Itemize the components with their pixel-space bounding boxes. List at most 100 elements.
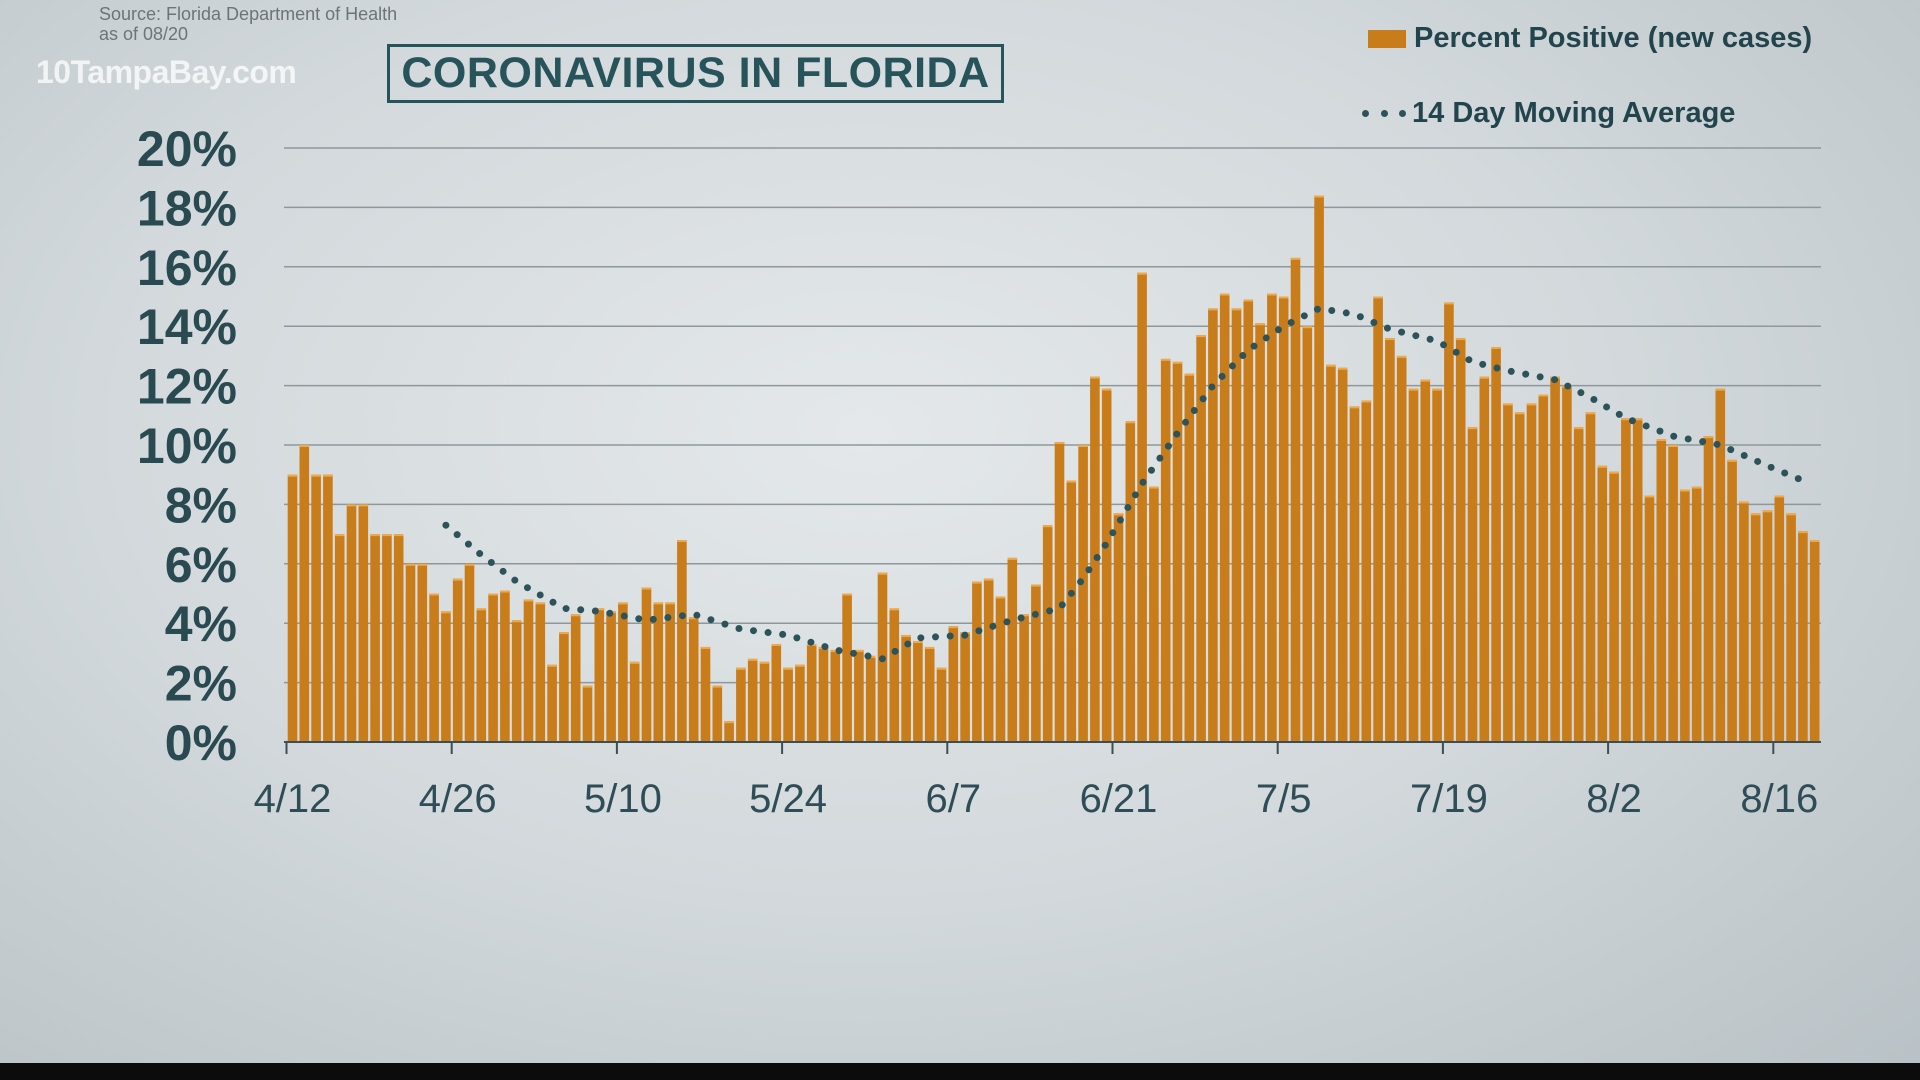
bar (1290, 257, 1301, 742)
bar-top-highlight (311, 474, 321, 477)
bar-top-highlight (1314, 195, 1324, 198)
bar-top-highlight (1113, 513, 1124, 516)
bar-top-highlight (700, 646, 711, 649)
chart-title: CORONAVIRUS IN FLORIDA (387, 44, 1004, 103)
bar (924, 646, 935, 742)
y-tick-label: 8% (165, 477, 237, 533)
legend-label: 14 Day Moving Average (1412, 97, 1736, 129)
bar (323, 474, 333, 742)
bar-top-highlight (523, 599, 534, 602)
bar-top-highlight (1798, 531, 1808, 534)
bar (771, 643, 782, 742)
source-text: Source: Florida Department of Health (99, 4, 398, 24)
y-tick-label: 0% (165, 715, 237, 771)
x-tick-label: 6/7 (925, 777, 981, 821)
bar-top-highlight (299, 445, 310, 447)
bar-top-highlight (842, 593, 852, 596)
bar-top-highlight (1656, 439, 1667, 442)
bar-top-highlight (1479, 376, 1490, 379)
bar (476, 608, 487, 742)
watermark-logo: 10TampaBay.com (36, 54, 297, 90)
bar-top-highlight (323, 474, 333, 477)
bar (1396, 355, 1407, 742)
bar-top-highlight (1031, 584, 1041, 587)
bar (913, 641, 923, 742)
bar-top-highlight (641, 587, 652, 590)
bar (1420, 379, 1431, 742)
bar (523, 599, 534, 742)
bar (1267, 293, 1277, 742)
bar-top-highlight (747, 658, 758, 661)
bar (665, 602, 675, 742)
bar-top-highlight (1432, 388, 1442, 391)
bar-top-highlight (1467, 427, 1478, 430)
bar (1514, 412, 1525, 742)
bar-top-highlight (393, 534, 404, 537)
y-tick-label: 6% (165, 537, 237, 593)
bar-top-highlight (452, 578, 463, 581)
bar (1255, 323, 1265, 742)
x-tick-label: 5/10 (584, 777, 662, 821)
bar (818, 646, 829, 742)
bar (1656, 439, 1667, 742)
bar (983, 578, 994, 742)
bar-top-highlight (1585, 412, 1596, 415)
bar-top-highlight (1278, 296, 1289, 299)
y-tick-label: 14% (137, 299, 237, 355)
bar-top-highlight (1762, 510, 1773, 513)
bar-top-highlight (1219, 293, 1230, 296)
bar (405, 563, 416, 742)
bar-top-highlight (429, 593, 439, 596)
bar-top-highlight (1196, 335, 1206, 338)
bar-top-highlight (1078, 445, 1088, 447)
bar-top-highlight (724, 721, 734, 724)
bar (358, 504, 369, 742)
y-tick-label: 2% (165, 656, 237, 712)
bar-top-highlight (1455, 338, 1466, 341)
bar (1231, 308, 1242, 742)
bar-top-highlight (1809, 540, 1820, 543)
bar (1703, 436, 1714, 742)
bar (747, 658, 758, 742)
bar (889, 608, 900, 742)
bar (1727, 459, 1737, 742)
bar-top-highlight (1267, 293, 1277, 296)
bars (287, 195, 1820, 742)
bar (382, 534, 392, 742)
bar (1113, 513, 1124, 742)
bar (500, 590, 510, 742)
bar (1373, 296, 1383, 742)
bar-top-highlight (983, 578, 994, 581)
bar-top-highlight (1137, 272, 1147, 275)
bar (1149, 486, 1159, 742)
bar (736, 667, 746, 742)
bar (452, 578, 463, 742)
bar-top-highlight (547, 664, 557, 667)
bar (1809, 540, 1820, 742)
bar-top-highlight (1326, 364, 1336, 367)
bar-top-highlight (358, 504, 369, 507)
bar (1467, 427, 1478, 742)
bar-top-highlight (1349, 406, 1360, 409)
bar (334, 534, 345, 742)
bar-top-highlight (1125, 421, 1136, 424)
bar-top-highlight (1420, 379, 1431, 382)
bar (1243, 299, 1254, 742)
bar (865, 655, 876, 742)
bar (806, 643, 817, 742)
bar (464, 563, 475, 742)
bar (1691, 486, 1702, 742)
bar-top-highlight (334, 534, 345, 537)
bar (1125, 421, 1136, 742)
bar (641, 587, 652, 742)
bar (1739, 501, 1749, 742)
bar (1007, 557, 1018, 742)
bar (441, 611, 451, 742)
y-axis-ticks: 0%2%4%6%8%10%12%14%16%18%20% (137, 121, 237, 771)
bar (1361, 400, 1372, 742)
bar (287, 474, 298, 742)
legend-dots-swatch (1362, 109, 1406, 119)
bar (346, 504, 357, 742)
legend-bar-swatch (1368, 29, 1406, 48)
